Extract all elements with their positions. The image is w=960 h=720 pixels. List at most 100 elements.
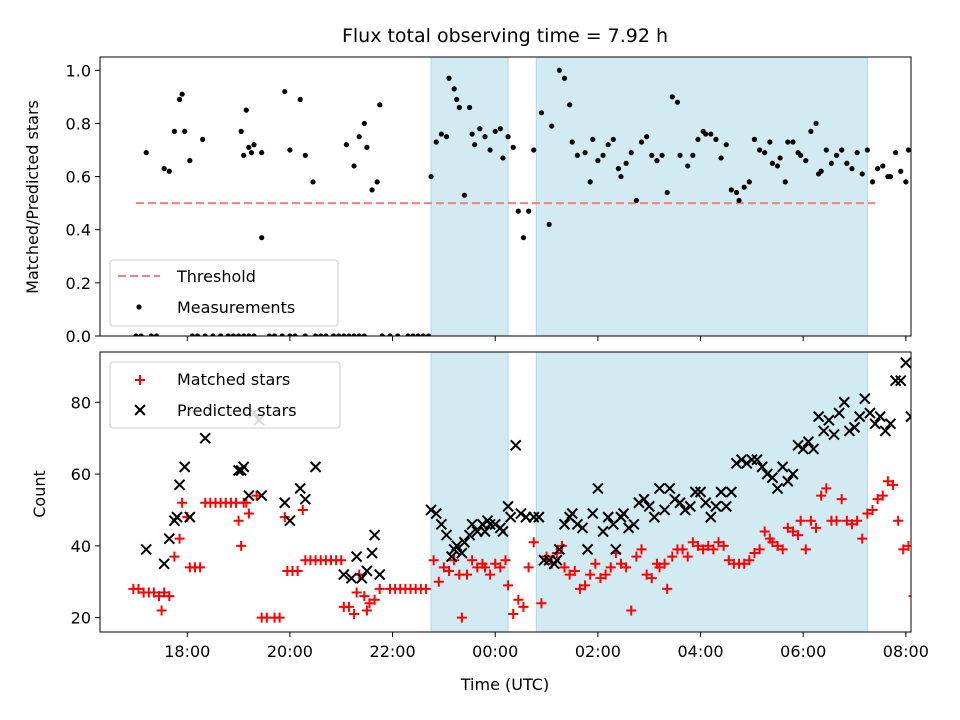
- matched-star-point: [888, 479, 899, 490]
- matched-star-point: [574, 583, 585, 594]
- measurement-point: [595, 158, 601, 164]
- observing-span: [535, 56, 868, 337]
- measurement-point: [230, 333, 237, 336]
- predicted-star-point: [705, 511, 717, 523]
- measurement-point: [774, 163, 781, 169]
- predicted-star-point: [497, 525, 509, 538]
- measurement-point: [374, 179, 380, 185]
- measurement-point: [189, 333, 195, 336]
- predicted-star-point: [158, 558, 170, 570]
- matched-star-point: [759, 526, 770, 537]
- measurement-point: [505, 134, 511, 140]
- predicted-star-point: [782, 475, 794, 487]
- matched-star-point: [374, 583, 385, 594]
- predicted-star-point: [350, 550, 363, 563]
- measurement-point: [351, 333, 357, 336]
- measurement-point: [887, 173, 894, 180]
- measurement-point: [859, 171, 865, 177]
- matched-star-point: [513, 594, 524, 605]
- measurement-point: [248, 150, 255, 156]
- measurement-point: [238, 128, 244, 134]
- measurement-point: [649, 152, 655, 158]
- measurement-point: [194, 333, 201, 336]
- matched-star-point: [782, 522, 793, 533]
- predicted-star-point: [751, 453, 763, 466]
- measurement-point: [510, 144, 516, 150]
- predicted-star-point: [730, 457, 743, 469]
- predicted-star-point: [430, 507, 442, 520]
- predicted-star-point: [864, 407, 876, 419]
- matched-star-point: [898, 544, 909, 555]
- matched-star-point: [631, 551, 642, 562]
- predicted-star-point: [566, 507, 578, 520]
- chart-title: Flux total observing time = 7.92 h: [342, 25, 668, 47]
- predicted-star-point: [694, 486, 707, 498]
- measurement-point: [497, 126, 503, 132]
- matched-star-point: [662, 583, 673, 594]
- predicted-star-point: [338, 568, 350, 581]
- matched-star-point: [467, 555, 478, 566]
- matched-star-point: [174, 533, 185, 544]
- matched-star-point: [615, 558, 626, 569]
- measurement-point: [379, 333, 385, 336]
- predicted-star-point: [658, 504, 671, 516]
- x-tick-label: 08:00: [883, 642, 929, 661]
- matched-star-point: [195, 562, 206, 573]
- matched-star-point: [251, 490, 262, 501]
- matched-star-point: [692, 540, 703, 551]
- measurement-point: [615, 166, 622, 172]
- measurement-point: [420, 333, 426, 336]
- predicted-star-point: [602, 511, 614, 523]
- matched-star-point: [723, 555, 734, 566]
- measurement-point: [633, 197, 639, 204]
- measurement-point: [777, 155, 783, 161]
- measurement-point: [297, 96, 303, 103]
- measurement-point: [785, 139, 791, 145]
- measurement-point: [148, 333, 154, 336]
- predicted-star-point: [294, 482, 306, 495]
- predicted-star-point: [510, 439, 522, 452]
- x-tick-label: 18:00: [164, 642, 210, 661]
- predicted-star-point: [458, 536, 471, 548]
- matched-star-point: [503, 580, 514, 591]
- measurement-point: [644, 134, 650, 140]
- predicted-star-point: [238, 461, 250, 473]
- matched-star-point: [361, 605, 372, 616]
- matched-star-point: [872, 494, 883, 505]
- measurement-point: [138, 333, 144, 336]
- count-panel: 20 40 60 80 18:00 20:00 22:00 00:00 02:00 04:00 06…: [71, 351, 929, 661]
- predicted-star-point: [538, 554, 550, 566]
- matched-star-point: [600, 569, 611, 580]
- matched-star-point: [687, 537, 698, 548]
- predicted-star-point: [622, 522, 635, 534]
- predicted-star-point: [184, 511, 196, 523]
- predicted-star-point: [638, 493, 650, 505]
- predicted-star-point: [466, 518, 478, 531]
- measurement-point: [469, 131, 475, 137]
- legend-predicted-label: Predicted stars: [177, 401, 297, 420]
- matched-star-point: [485, 569, 496, 580]
- matched-star-point: [754, 544, 765, 555]
- matched-star-point: [462, 569, 473, 580]
- measurement-point: [823, 147, 829, 153]
- measurement-point: [869, 179, 876, 185]
- matched-star-point: [456, 612, 467, 623]
- measurement-point: [266, 333, 272, 336]
- matched-star-point: [621, 562, 632, 573]
- measurement-point: [574, 152, 580, 158]
- predicted-star-point: [879, 425, 892, 437]
- measurement-point: [708, 131, 714, 137]
- measurement-point: [492, 128, 498, 134]
- predicted-star-point: [628, 518, 640, 531]
- predicted-star-point: [648, 511, 661, 523]
- matched-star-point: [490, 558, 501, 569]
- matched-star-point: [364, 598, 375, 609]
- matched-star-point: [846, 519, 857, 530]
- predicted-star-point: [199, 432, 211, 444]
- x-axis-label: Time (UTC): [460, 675, 549, 694]
- matched-star-point: [297, 504, 308, 515]
- matched-star-point: [777, 544, 788, 555]
- matched-star-point: [903, 540, 911, 551]
- measurement-point: [741, 184, 747, 190]
- matched-star-point: [831, 515, 842, 526]
